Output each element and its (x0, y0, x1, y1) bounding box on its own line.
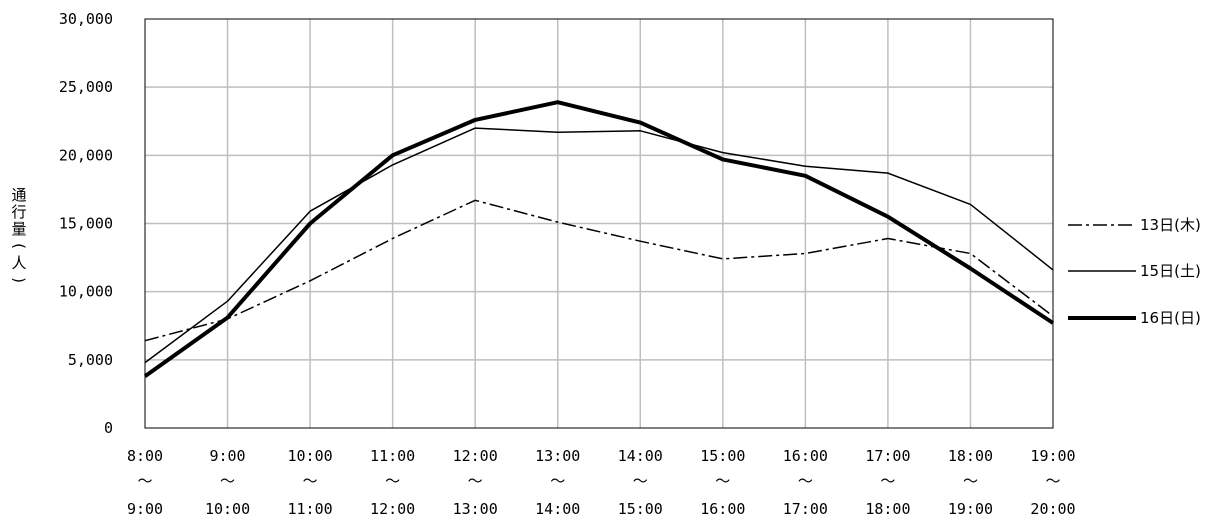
x-tick-label-start: 17:00 (865, 447, 910, 465)
y-axis-label-char: 量 (11, 220, 26, 238)
y-axis-label-char: 行 (11, 203, 26, 221)
x-tick-label-tilde: ～ (220, 472, 235, 490)
x-tick-label-start: 8:00 (127, 447, 163, 465)
x-tick-label-tilde: ～ (633, 472, 648, 490)
x-tick-label-tilde: ～ (137, 472, 152, 490)
x-tick-label-tilde: ～ (963, 472, 978, 490)
x-tick-label-tilde: ～ (385, 472, 400, 490)
y-tick-label: 20,000 (59, 146, 113, 164)
y-axis-label: 通行量 ( 人) (10, 186, 28, 283)
x-tick-label-end: 12:00 (370, 500, 415, 518)
y-tick-label: 5,000 (68, 351, 113, 369)
grid (145, 19, 1053, 428)
x-tick-label-start: 19:00 (1030, 447, 1075, 465)
x-tick-label-end: 9:00 (127, 500, 163, 518)
x-tick-label-start: 10:00 (288, 447, 333, 465)
x-tick-label-tilde: ～ (1045, 472, 1060, 490)
y-axis-label-char: 人 (11, 254, 26, 272)
x-tick-label-tilde: ～ (715, 472, 730, 490)
x-tick-label-tilde: ～ (303, 472, 318, 490)
series-line (144, 199, 1054, 342)
series-line (143, 100, 1055, 378)
y-axis-label-char: ( (10, 243, 28, 249)
y-tick-label: 0 (104, 419, 113, 437)
x-tick-label-end: 20:00 (1030, 500, 1075, 518)
y-axis-label-char: ) (10, 277, 28, 283)
y-tick-label: 15,000 (59, 215, 113, 233)
x-tick-label-start: 14:00 (618, 447, 663, 465)
x-tick-label-end: 16:00 (700, 500, 745, 518)
y-tick-label: 30,000 (59, 10, 113, 28)
x-tick-label-start: 13:00 (535, 447, 580, 465)
x-tick-label-start: 12:00 (453, 447, 498, 465)
x-tick-label-end: 13:00 (453, 500, 498, 518)
x-tick-label-tilde: ～ (468, 472, 483, 490)
series-line (144, 127, 1054, 364)
x-tick-label-end: 11:00 (288, 500, 333, 518)
x-tick-label-tilde: ～ (880, 472, 895, 490)
y-axis-tick-labels: 0 5,000 10,000 15,000 20,000 25,000 30,000 (59, 10, 113, 437)
legend-label: 13日(木) (1140, 216, 1201, 234)
x-tick-label-end: 15:00 (618, 500, 663, 518)
series-lines (143, 100, 1055, 378)
legend-label: 16日(日) (1140, 309, 1201, 327)
x-axis-tick-labels: 8:00 ～ 9:00 9:00 ～ 10:00 10:00 ～ 11:00 11:00 ～ 12:0… (127, 447, 1076, 518)
x-tick-label-end: 19:00 (948, 500, 993, 518)
x-tick-label-start: 16:00 (783, 447, 828, 465)
x-tick-label-end: 17:00 (783, 500, 828, 518)
x-tick-label-end: 10:00 (205, 500, 250, 518)
x-tick-label-start: 18:00 (948, 447, 993, 465)
x-tick-label-end: 18:00 (865, 500, 910, 518)
y-tick-label: 10,000 (59, 283, 113, 301)
x-tick-label-start: 15:00 (700, 447, 745, 465)
x-tick-label-end: 14:00 (535, 500, 580, 518)
legend: 13日(木) 15日(土) 16日(日) (1068, 216, 1201, 327)
plot-area-frame (144, 18, 1054, 429)
x-tick-label-start: 9:00 (209, 447, 245, 465)
y-axis-label-char: 通 (11, 186, 26, 204)
x-tick-label-start: 11:00 (370, 447, 415, 465)
x-tick-label-tilde: ～ (798, 472, 813, 490)
legend-label: 15日(土) (1140, 262, 1201, 280)
y-tick-label: 25,000 (59, 78, 113, 96)
x-tick-label-tilde: ～ (550, 472, 565, 490)
